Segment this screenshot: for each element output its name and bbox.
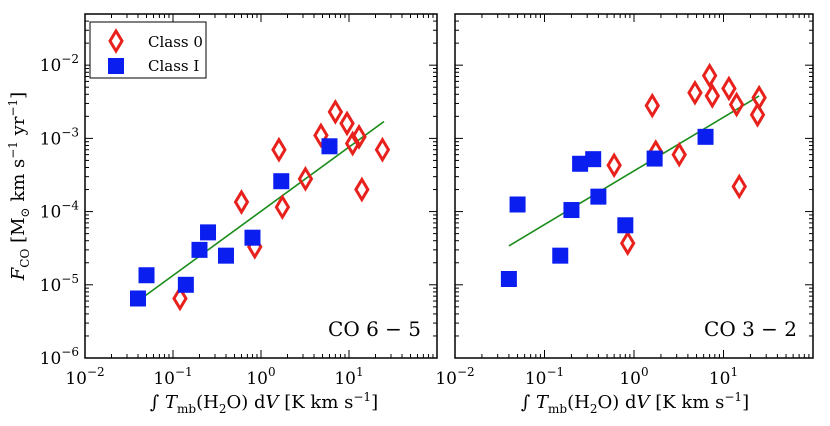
class1-point xyxy=(191,241,208,258)
fit-line xyxy=(137,120,385,302)
x-tick-label: 10−2 xyxy=(65,365,104,389)
class1-point xyxy=(138,267,155,284)
class0-point xyxy=(687,79,703,106)
class0-point xyxy=(728,91,745,118)
panel-right-co32: 10−2 10−1 100 101 CO 3 − 2 xyxy=(435,13,814,389)
x-axis-label-left: ∫ Tmb(H2O) dV [K km s−1] xyxy=(150,390,378,416)
class1-point xyxy=(509,196,526,213)
legend-label-class1: Class I xyxy=(148,57,199,75)
class0-point xyxy=(271,136,287,163)
class1-point xyxy=(500,270,517,287)
x-tick-label: 10−2 xyxy=(435,365,474,389)
class0-point xyxy=(374,136,391,163)
x-axis-label-right: ∫ Tmb(H2O) dV [K km s−1] xyxy=(521,390,749,416)
class1-point xyxy=(244,229,261,246)
legend: Class 0 Class I xyxy=(89,21,207,79)
class0-point xyxy=(172,285,188,312)
x-tick-label: 101 xyxy=(334,365,363,389)
y-axis-label: FCO [M⊙ km s−1 yr−1] xyxy=(6,92,32,281)
class0-point xyxy=(297,165,314,192)
class0-point xyxy=(339,110,355,137)
class1-point xyxy=(129,290,146,307)
y-tick-label: 10−3 xyxy=(40,125,79,149)
class1-point xyxy=(590,188,607,205)
y-tick-label: 10−4 xyxy=(40,199,80,223)
x-tick-label: 100 xyxy=(619,365,648,389)
y-tick-label: 10−5 xyxy=(40,272,79,296)
class1-point xyxy=(697,128,714,145)
class1-point xyxy=(200,224,217,241)
class0-point xyxy=(644,92,661,119)
panel-left-co65: 10−2 10−1 100 101 10−2 10−3 10−4 10−5 10−6 CO 6 −… xyxy=(40,13,438,389)
y-tick-label: 10−2 xyxy=(40,52,79,76)
class1-point xyxy=(552,247,569,264)
class1-point xyxy=(563,202,580,219)
x-tick-label: 10−1 xyxy=(525,365,564,389)
x-tick-label: 10−1 xyxy=(153,365,192,389)
panel-annotation: CO 3 − 2 xyxy=(704,317,797,341)
class0-point xyxy=(701,62,718,89)
class1-point xyxy=(646,150,663,167)
plot-frame xyxy=(454,13,814,359)
x-tick-label: 100 xyxy=(246,365,275,389)
class0-point xyxy=(233,189,250,215)
legend-marker-class1 xyxy=(108,58,124,74)
legend-marker-class0 xyxy=(108,28,124,54)
class1-point xyxy=(572,155,589,172)
class0-point xyxy=(351,123,367,150)
y-tick-label: 10−6 xyxy=(40,345,79,369)
class0-point xyxy=(704,83,721,109)
class0-point xyxy=(751,84,767,111)
class1-point xyxy=(321,138,338,155)
class0-point xyxy=(327,98,344,125)
panel-annotation: CO 6 − 5 xyxy=(328,317,421,341)
legend-label-class0: Class 0 xyxy=(148,33,203,51)
class1-point xyxy=(217,247,234,264)
class0-point xyxy=(606,152,622,179)
class0-point xyxy=(731,173,748,200)
class0-point xyxy=(671,141,687,168)
x-tick-label: 101 xyxy=(709,365,738,389)
class0-point xyxy=(749,101,766,128)
class1-point xyxy=(585,151,602,168)
class1-point xyxy=(273,173,290,190)
class0-point xyxy=(313,122,329,149)
fit-line xyxy=(508,95,760,247)
class0-point xyxy=(619,230,636,257)
class0-point xyxy=(274,194,291,221)
class1-point xyxy=(617,217,634,234)
class0-point xyxy=(721,75,737,102)
plot-frame xyxy=(84,13,438,359)
class1-point xyxy=(177,276,194,293)
class0-point xyxy=(354,176,370,203)
